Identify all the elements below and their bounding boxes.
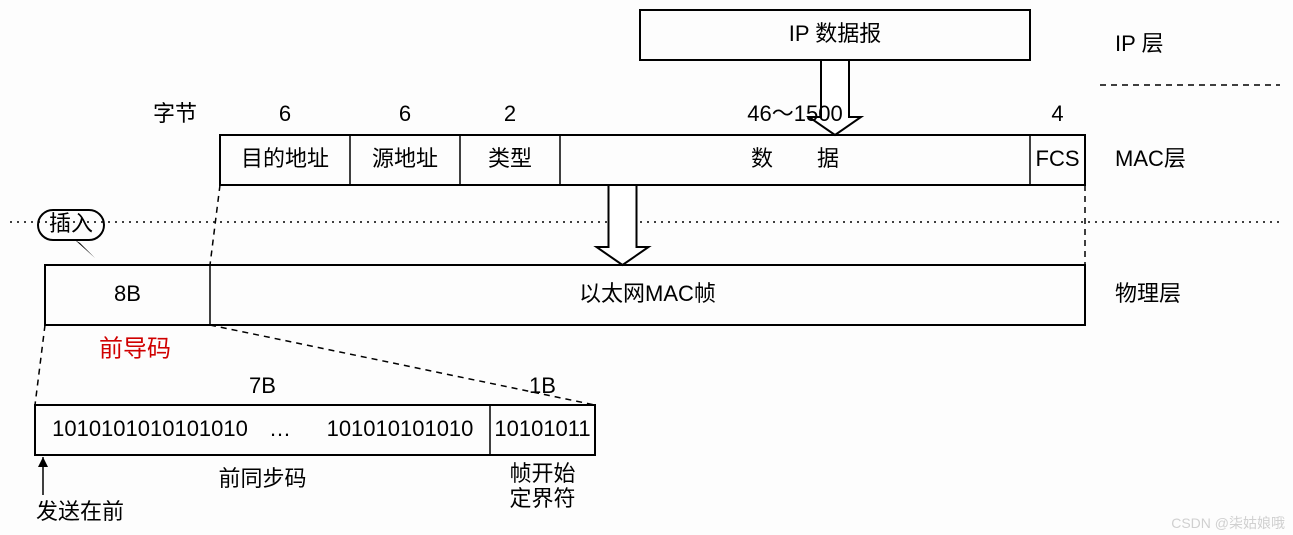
mac-field-2: 类型 <box>488 146 532 171</box>
ip-datagram-label: IP 数据报 <box>789 21 882 46</box>
sync-width: 7B <box>249 373 276 398</box>
mac-width-0: 6 <box>279 101 291 126</box>
sync-bits-dots: … <box>269 416 291 441</box>
sync-label: 前同步码 <box>218 466 306 491</box>
bytes-label: 字节 <box>153 101 197 126</box>
sync-bits-a: 1010101010101010 <box>52 416 248 441</box>
sync-bits-b: 101010101010 <box>327 416 474 441</box>
mac-field-0: 目的地址 <box>241 146 329 171</box>
sfd-label-1: 帧开始 <box>509 461 575 486</box>
preamble-size: 8B <box>114 281 141 306</box>
insert-label: 插入 <box>49 211 93 236</box>
arrow-mac-to-phys <box>597 185 649 265</box>
send-first-label: 发送在前 <box>36 499 124 524</box>
mac-field-4: FCS <box>1036 146 1080 171</box>
ip-layer-label: IP 层 <box>1115 31 1164 56</box>
mac-layer-label: MAC层 <box>1115 146 1186 171</box>
phys-layer-label: 物理层 <box>1115 281 1181 306</box>
mac-frame-label: 以太网MAC帧 <box>579 281 716 306</box>
insert-pointer <box>75 240 95 258</box>
mac-width-4: 4 <box>1051 101 1063 126</box>
mac-width-1: 6 <box>399 101 411 126</box>
preamble-title: 前导码 <box>99 335 171 362</box>
watermark: CSDN @柒姑娘哦 <box>1171 515 1285 531</box>
mac-field-3: 数 据 <box>751 146 839 171</box>
mac-width-2: 2 <box>504 101 516 126</box>
mac-field-1: 源地址 <box>372 146 438 171</box>
sfd-width: 1B <box>529 373 556 398</box>
sfd-label-2: 定界符 <box>509 486 575 511</box>
mac-width-3: 46～1500 <box>747 101 842 126</box>
sfd-bits: 10101011 <box>494 416 590 441</box>
